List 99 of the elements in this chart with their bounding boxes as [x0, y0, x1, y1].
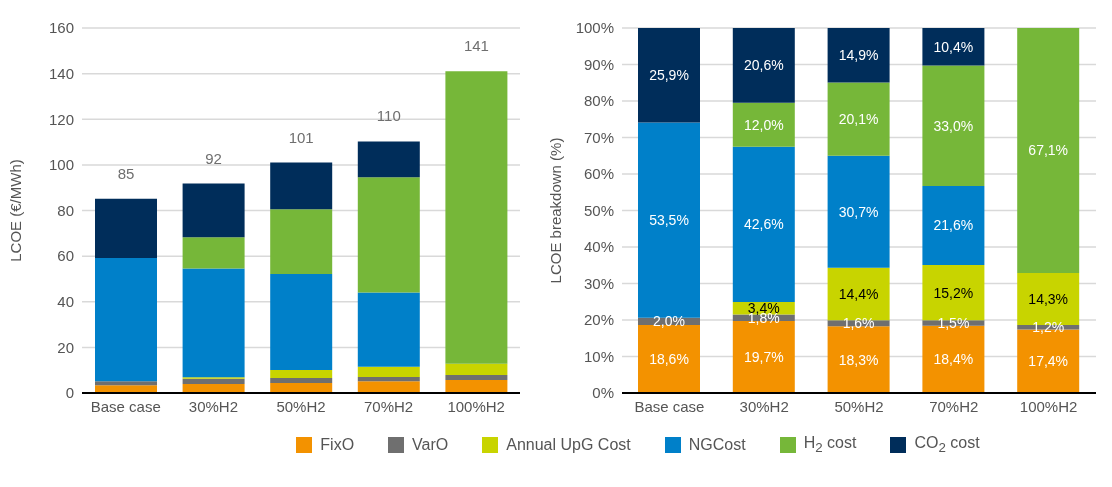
data-label: 18,3%: [838, 351, 879, 368]
bar: [95, 381, 157, 386]
bar: [445, 71, 508, 364]
y-tick-label: 140: [48, 64, 74, 82]
bar: [357, 177, 420, 293]
y-tick-label: 30%: [583, 274, 614, 292]
bar: [95, 257, 157, 382]
legend-label: H$_{2}$ cost: [803, 434, 857, 456]
bar: [732, 28, 795, 103]
bar: [638, 122, 700, 318]
data-label: 20,6%: [743, 57, 784, 74]
legend-label: CO$_{2}$ cost: [914, 434, 980, 456]
data-label: 19,7%: [743, 348, 784, 365]
bar: [638, 28, 700, 123]
x-tick-label: 50%H2: [834, 397, 884, 415]
y-axis-title: LCOE breakdown (%): [547, 137, 565, 284]
bar: [270, 162, 333, 210]
bar: [357, 141, 420, 178]
y-tick-label: 100: [48, 156, 74, 174]
data-label: 21,6%: [933, 217, 974, 234]
bar: [270, 369, 333, 378]
y-tick-label: 60%: [583, 165, 614, 183]
x-tick-label: Base case: [90, 397, 161, 415]
total-label: 101: [288, 128, 314, 146]
bar: [827, 82, 890, 156]
data-label: 18,4%: [933, 351, 974, 368]
bar: [182, 237, 245, 269]
y-tick-label: 40%: [583, 238, 614, 256]
y-tick-label: 120: [48, 110, 74, 128]
data-label: 12,0%: [743, 116, 784, 133]
bar: [827, 28, 890, 83]
y-tick-label: 70%: [583, 128, 614, 146]
x-tick-label: 30%H2: [739, 397, 789, 415]
data-label: 14,3%: [1028, 290, 1069, 307]
y-tick-label: 0%: [592, 384, 614, 402]
y-tick-label: 40: [57, 293, 74, 311]
data-label: 15,2%: [933, 284, 974, 301]
y-tick-label: 50%: [583, 201, 614, 219]
bar: [732, 102, 795, 147]
data-label: 25,9%: [649, 67, 689, 84]
bar: [182, 183, 245, 238]
data-label: 14,4%: [838, 285, 879, 302]
y-tick-label: 20%: [583, 311, 614, 329]
y-tick-label: 160: [48, 19, 74, 37]
data-label: 33,0%: [933, 117, 974, 134]
y-tick-label: 100%: [575, 19, 614, 37]
legend-label: Annual UpG Cost: [506, 435, 631, 454]
data-label: 67,1%: [1028, 142, 1069, 159]
x-tick-label: 70%H2: [364, 397, 414, 415]
x-tick-label: 70%H2: [929, 397, 979, 415]
data-label: 18,6%: [649, 350, 689, 367]
bar: [95, 198, 157, 258]
bar: [270, 382, 333, 393]
bar: [827, 155, 890, 268]
x-tick-label: 50%H2: [276, 397, 326, 415]
data-label: 30,7%: [838, 203, 879, 220]
bar: [270, 209, 333, 274]
total-label: 92: [205, 149, 222, 167]
y-tick-label: 10%: [583, 347, 614, 365]
bar: [445, 363, 508, 375]
data-label: 10,4%: [933, 38, 974, 55]
x-tick-label: Base case: [634, 397, 705, 415]
data-label: 14,9%: [838, 47, 879, 64]
bar: [445, 380, 508, 393]
bar: [357, 381, 420, 393]
y-tick-label: 60: [57, 247, 74, 265]
bar: [270, 273, 333, 370]
bar: [182, 378, 245, 384]
y-tick-label: 80: [57, 201, 74, 219]
total-label: 85: [117, 164, 135, 182]
y-tick-label: 90%: [583, 55, 614, 73]
data-label: 17,4%: [1028, 353, 1069, 370]
y-axis-title: LCOE (€/MWh): [7, 159, 25, 262]
bar: [922, 65, 985, 187]
bar: [922, 186, 985, 265]
bar: [357, 292, 420, 367]
bar: [922, 28, 985, 66]
x-tick-label: 100%H2: [447, 397, 505, 415]
data-label: 42,6%: [743, 216, 784, 233]
bar: [270, 377, 333, 383]
bar: [732, 146, 795, 303]
data-label: 53,5%: [649, 212, 689, 229]
legend-label: NGCost: [688, 435, 746, 454]
legend-label: FixO: [320, 435, 355, 454]
bar: [182, 268, 245, 378]
bar: [95, 385, 157, 393]
y-tick-label: 80%: [583, 92, 614, 110]
data-label: 20,1%: [838, 110, 879, 127]
x-tick-label: 30%H2: [188, 397, 238, 415]
bar: [357, 377, 420, 382]
bar: [357, 366, 420, 378]
legend-label: VarO: [412, 435, 449, 454]
total-label: 141: [463, 37, 489, 55]
y-tick-label: 20: [57, 338, 74, 356]
y-tick-label: 0: [65, 384, 74, 402]
total-label: 110: [376, 107, 401, 125]
bar: [1017, 28, 1080, 273]
bar: [445, 374, 508, 380]
x-tick-label: 100%H2: [1019, 397, 1078, 415]
